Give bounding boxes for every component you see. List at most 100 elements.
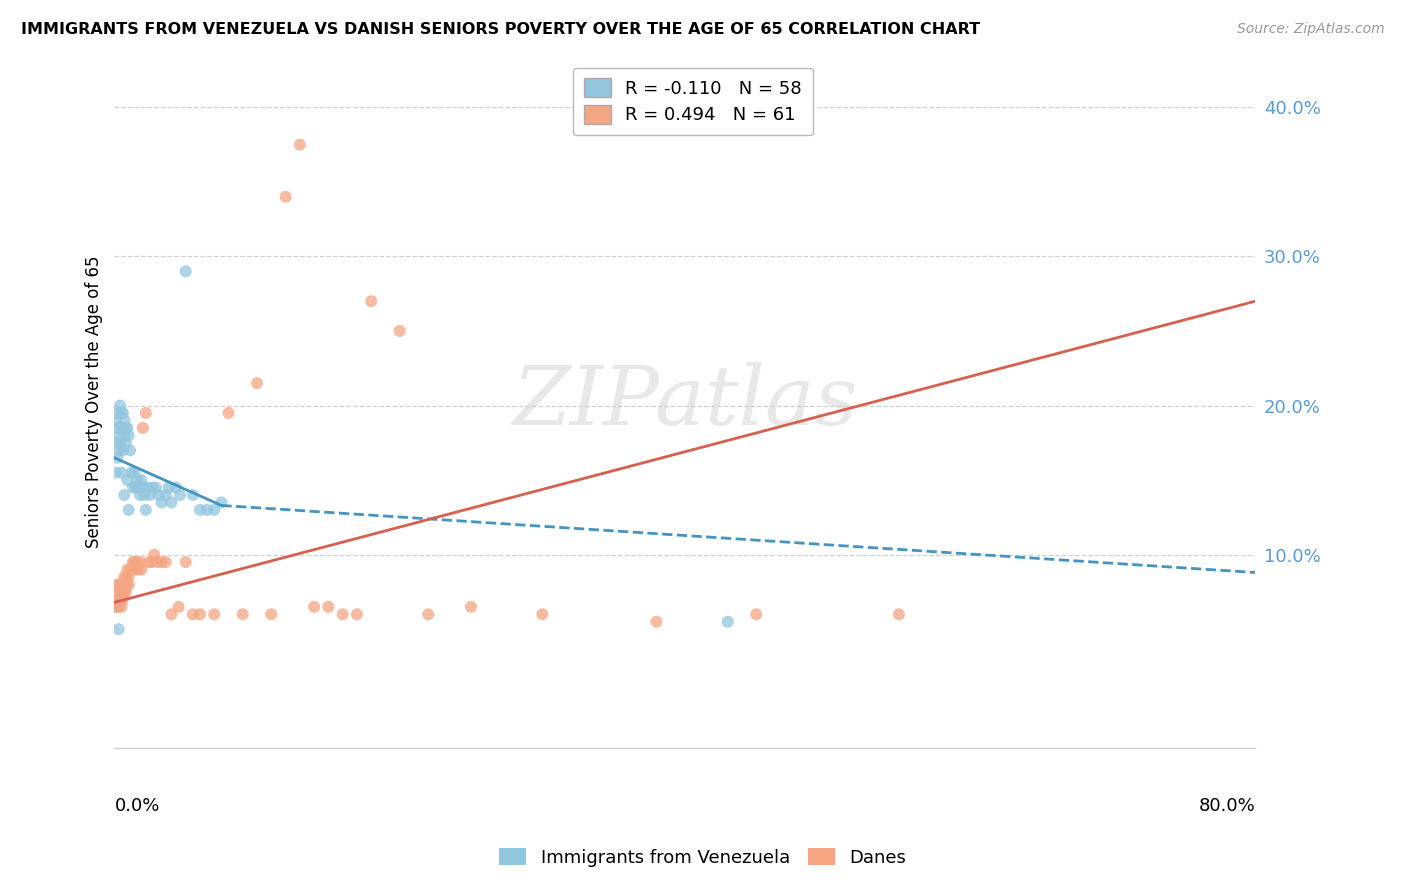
Point [112,488,135,502]
Point [118,570,141,584]
Point [132,421,155,435]
Point [160,495,183,509]
Point [150,555,173,569]
Point [111,406,134,420]
Point [155,555,177,569]
Point [157,481,180,495]
Point [104,466,127,480]
Point [111,421,134,435]
Point [188,503,211,517]
Point [132,481,155,495]
Point [260,607,283,622]
Point [112,585,135,599]
Point [122,481,145,495]
Text: IMMIGRANTS FROM VENEZUELA VS DANISH SENIORS POVERTY OVER THE AGE OF 65 CORRELATI: IMMIGRANTS FROM VENEZUELA VS DANISH SENI… [21,22,980,37]
Point [118,428,141,442]
Point [165,481,187,495]
Point [274,190,297,204]
Point [332,607,354,622]
Point [143,548,166,562]
Point [181,488,204,502]
Point [388,324,411,338]
Point [117,421,139,435]
Point [181,607,204,622]
Text: ZIPatlas: ZIPatlas [512,362,858,442]
Point [111,592,134,607]
Point [150,495,173,509]
Point [174,264,197,278]
Point [135,406,157,420]
Point [160,607,183,622]
Point [107,443,129,458]
Point [129,488,152,502]
Point [218,406,240,420]
Point [111,443,134,458]
Point [124,555,146,569]
Point [104,599,127,614]
Point [174,555,197,569]
Text: Source: ZipAtlas.com: Source: ZipAtlas.com [1237,22,1385,37]
Point [121,563,143,577]
Point [125,563,148,577]
Point [318,599,340,614]
Point [117,563,139,577]
Point [112,413,135,427]
Point [104,585,127,599]
Point [202,607,225,622]
Point [107,585,129,599]
Point [531,607,554,622]
Point [121,466,143,480]
Text: 80.0%: 80.0% [1199,797,1256,815]
Text: 0.0%: 0.0% [114,797,160,815]
Point [105,577,128,591]
Point [104,599,127,614]
Point [117,577,139,591]
Point [111,577,134,591]
Point [346,607,368,622]
Point [129,555,152,569]
Point [108,399,131,413]
Point [169,488,191,502]
Point [141,555,163,569]
Point [146,555,169,569]
Point [114,570,136,584]
Point [148,488,170,502]
Point [145,481,167,495]
Point [167,599,190,614]
Point [128,481,150,495]
Point [645,615,668,629]
Point [104,413,127,427]
Point [155,488,177,502]
Point [114,585,136,599]
Point [246,376,269,391]
Point [124,466,146,480]
Point [110,421,132,435]
Point [118,503,141,517]
Point [127,555,149,569]
Point [128,563,150,577]
Point [138,555,160,569]
Y-axis label: Seniors Poverty Over the Age of 65: Seniors Poverty Over the Age of 65 [86,256,103,548]
Point [110,406,132,420]
Point [232,607,254,622]
Point [104,435,127,450]
Point [360,294,382,309]
Point [120,443,142,458]
Point [134,488,156,502]
Point [110,585,132,599]
Point [114,435,136,450]
Point [135,503,157,517]
Point [195,503,218,517]
Point [188,607,211,622]
Point [302,599,325,614]
Point [288,137,311,152]
Point [110,466,132,480]
Point [209,495,232,509]
Point [108,577,131,591]
Legend: R = -0.110   N = 58, R = 0.494   N = 61: R = -0.110 N = 58, R = 0.494 N = 61 [574,68,813,136]
Point [202,503,225,517]
Point [105,450,128,465]
Point [131,563,153,577]
Point [107,622,129,636]
Point [418,607,440,622]
